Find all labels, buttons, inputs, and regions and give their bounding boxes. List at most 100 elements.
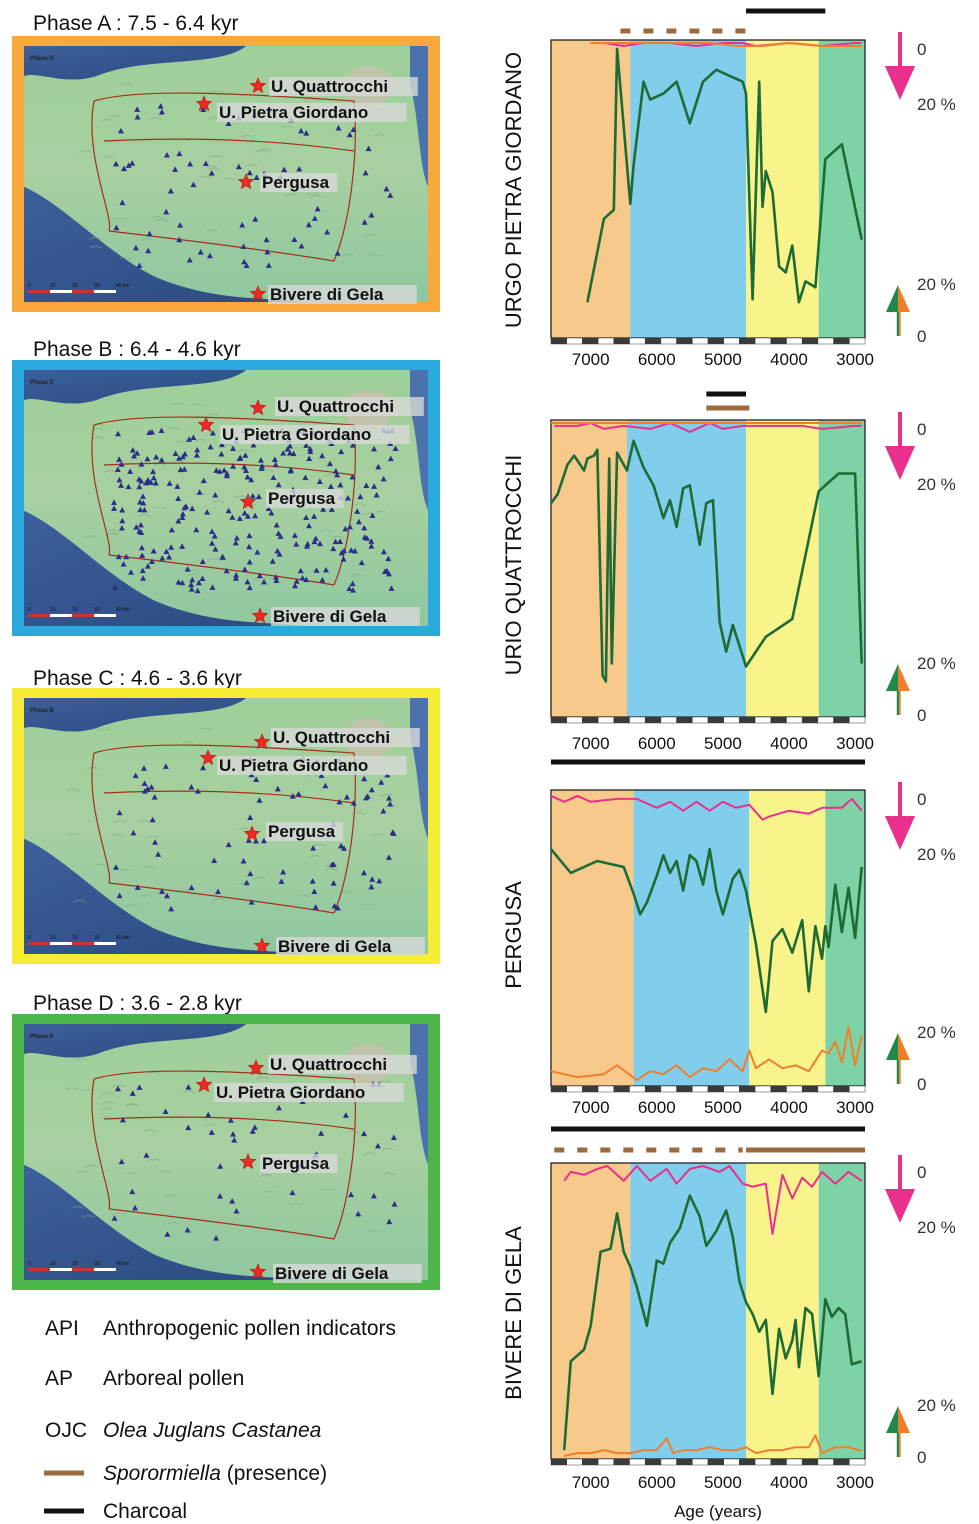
settlement-marker [306, 522, 313, 529]
phase-band [630, 40, 747, 338]
settlement-marker [303, 442, 310, 448]
settlement-marker [380, 548, 387, 555]
x-tick-label: 7000 [572, 1473, 610, 1492]
settlement-marker [148, 558, 155, 564]
settlement-marker [119, 199, 126, 206]
relief-line [375, 510, 388, 514]
relief-line [89, 236, 102, 240]
relief-line [75, 1058, 89, 1062]
axis-segment [692, 716, 709, 724]
settlement-marker [249, 1128, 256, 1134]
settlement-marker [386, 1218, 393, 1225]
ap-arrow-icon [886, 1033, 898, 1060]
settlement-marker [140, 575, 147, 581]
relief-line [351, 812, 365, 815]
settlement-marker [195, 579, 202, 586]
settlement-marker [146, 429, 153, 435]
axis-segment [629, 337, 646, 345]
series-ap [562, 1194, 863, 1451]
relief-line [118, 256, 132, 260]
settlement-marker [305, 221, 312, 228]
settlement-marker [303, 576, 310, 583]
axis-segment [550, 337, 567, 345]
chart-1: 7000 6000 5000 4000 3000 URGO PIETRA GIORDANO… [501, 8, 956, 369]
settlement-marker [157, 103, 164, 109]
relief-line [167, 427, 181, 431]
site-star [239, 1153, 257, 1170]
api-arrow-icon [884, 782, 916, 850]
site-label: Pergusa [262, 173, 330, 192]
settlement-marker [139, 552, 146, 558]
axis-segment [676, 337, 693, 345]
legend-item-3: OJC Olea Juglans Castanea [45, 1419, 321, 1442]
scale-label: 40 km [116, 1261, 130, 1267]
legend-text: Arboreal pollen [103, 1367, 244, 1390]
api-arrow-icon [884, 1155, 916, 1223]
relief-line [67, 788, 81, 792]
settlement-marker [208, 170, 215, 176]
x-tick-label: 7000 [572, 350, 610, 369]
axis-segment [582, 1085, 599, 1093]
settlement-marker [241, 510, 248, 516]
relief-line [309, 194, 323, 198]
settlement-marker [336, 798, 343, 805]
settlement-marker [295, 790, 302, 797]
api-arrow-icon [884, 412, 916, 480]
site-label-box [271, 728, 420, 747]
settlement-marker [209, 584, 216, 590]
api-twenty-label: 20 % [917, 1218, 956, 1237]
phase-band [551, 1163, 631, 1459]
settlement-marker [230, 463, 237, 469]
settlement-marker [385, 795, 392, 801]
axis-segment [550, 1085, 567, 1093]
settlement-marker [303, 514, 310, 521]
settlement-marker [230, 445, 237, 452]
ap-arrow-icon [886, 1406, 898, 1433]
settlement-marker [348, 1191, 355, 1198]
settlement-marker [378, 779, 385, 785]
site-label-box [273, 1264, 422, 1283]
axis-segment [629, 1458, 646, 1466]
settlement-marker [155, 851, 162, 857]
settlement-marker [175, 495, 182, 502]
x-tick-label: 4000 [770, 1098, 808, 1117]
settlement-marker [244, 578, 251, 585]
settlement-marker [335, 125, 342, 131]
settlement-marker [179, 453, 186, 460]
legend-code: API [45, 1317, 79, 1340]
relief-line [102, 156, 116, 160]
settlement-marker [340, 845, 347, 851]
site-label: Bivere di Gela [278, 937, 392, 956]
axis-segment [786, 716, 803, 724]
settlement-marker [179, 511, 186, 517]
map-corner-label: Phase B [30, 708, 54, 714]
x-axis-bar [550, 716, 866, 724]
axis-segment [566, 337, 583, 345]
axis-segment [723, 1085, 740, 1093]
north-sea [24, 46, 247, 80]
settlement-marker [368, 538, 375, 544]
settlement-marker [152, 839, 159, 845]
settlement-marker [114, 1085, 121, 1092]
settlement-marker [340, 556, 347, 562]
settlement-marker [368, 212, 375, 218]
settlement-marker [229, 1198, 236, 1204]
settlement-marker [363, 794, 370, 801]
site-star [243, 825, 261, 842]
axis-segment [550, 716, 567, 724]
settlement-marker [246, 584, 253, 591]
settlement-marker [127, 468, 134, 474]
settlement-marker [273, 522, 280, 528]
relief-line [147, 1071, 161, 1075]
site-label-box [214, 1083, 404, 1102]
scale-segment [72, 614, 94, 617]
settlement-marker [342, 525, 349, 532]
map-title: Phase A : 7.5 - 6.4 kyr [33, 12, 238, 35]
x-tick-label: 4000 [770, 734, 808, 753]
settlement-marker [159, 555, 166, 561]
settlement-marker [244, 513, 251, 519]
legend-text-main: Charcoal [103, 1500, 187, 1523]
settlement-marker [380, 808, 387, 814]
settlement-marker [388, 585, 395, 591]
settlement-marker [331, 903, 338, 909]
